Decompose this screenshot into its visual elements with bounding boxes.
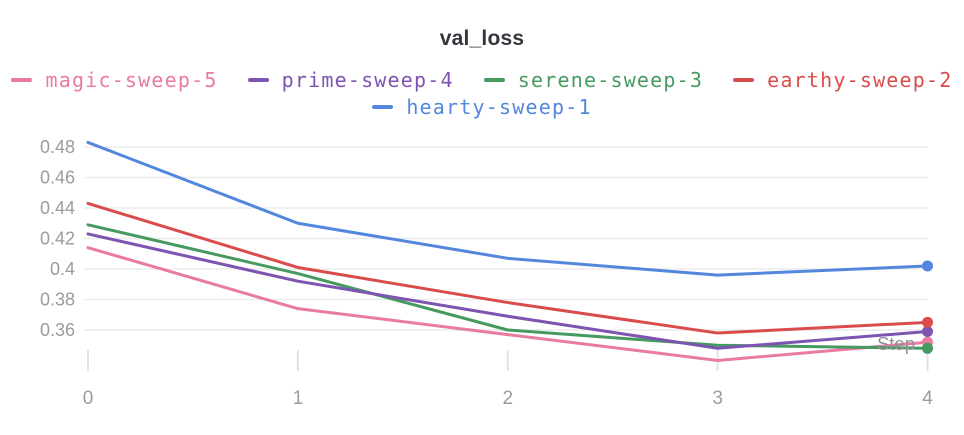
series-endpoint-hearty-sweep-1 (922, 260, 933, 272)
legend-swatch-icon (247, 77, 269, 82)
y-tick-label: 0.44 (40, 198, 75, 218)
series-line-prime-sweep-4[interactable] (86, 232, 929, 350)
legend-swatch-icon (11, 77, 33, 82)
y-tick-label: 0.36 (40, 320, 75, 340)
legend-swatch-icon (372, 104, 394, 109)
legend-swatch-icon (733, 77, 755, 82)
legend-label: hearty-sweep-1 (406, 94, 592, 119)
x-axis-title: Step (877, 333, 915, 354)
series-line-hearty-sweep-1[interactable] (86, 140, 929, 277)
series-endpoint-earthy-sweep-2 (922, 316, 933, 328)
x-tick-label: 1 (293, 388, 304, 409)
legend-label: magic-sweep-5 (45, 67, 218, 92)
legend-label: earthy-sweep-2 (767, 67, 953, 92)
y-tick-label: 0.38 (40, 290, 75, 310)
series-line-earthy-sweep-2[interactable] (86, 201, 929, 335)
y-tick-label: 0.42 (40, 229, 75, 249)
legend-label: serene-sweep-3 (517, 67, 704, 92)
x-tick-label: 2 (502, 388, 513, 409)
legend-item-magic-sweep-5[interactable]: magic-sweep-5 (11, 66, 217, 93)
y-tick-label: 0.48 (40, 137, 75, 157)
legend-label: prime-sweep-4 (281, 67, 454, 92)
series-endpoint-serene-sweep-3 (922, 342, 933, 354)
legend-item-serene-sweep-3[interactable]: serene-sweep-3 (483, 66, 704, 93)
chart-legend: magic-sweep-5 prime-sweep-4 serene-sweep-3… (0, 66, 964, 120)
series-line-serene-sweep-3[interactable] (86, 223, 929, 350)
x-tick-label: 4 (922, 388, 933, 409)
series-line-magic-sweep-5[interactable] (86, 246, 929, 362)
y-tick-label: 0.46 (40, 168, 75, 188)
legend-item-prime-sweep-4[interactable]: prime-sweep-4 (247, 66, 454, 93)
panel-title: val_loss (439, 27, 525, 50)
series-endpoint-prime-sweep-4 (922, 326, 933, 338)
legend-swatch-icon (483, 77, 505, 82)
y-tick-label: 0.4 (50, 259, 75, 279)
x-tick-label: 3 (712, 388, 723, 409)
legend-item-hearty-sweep-1[interactable]: hearty-sweep-1 (372, 93, 591, 120)
legend-item-earthy-sweep-2[interactable]: earthy-sweep-2 (733, 66, 952, 93)
x-tick-label: 0 (83, 388, 94, 409)
